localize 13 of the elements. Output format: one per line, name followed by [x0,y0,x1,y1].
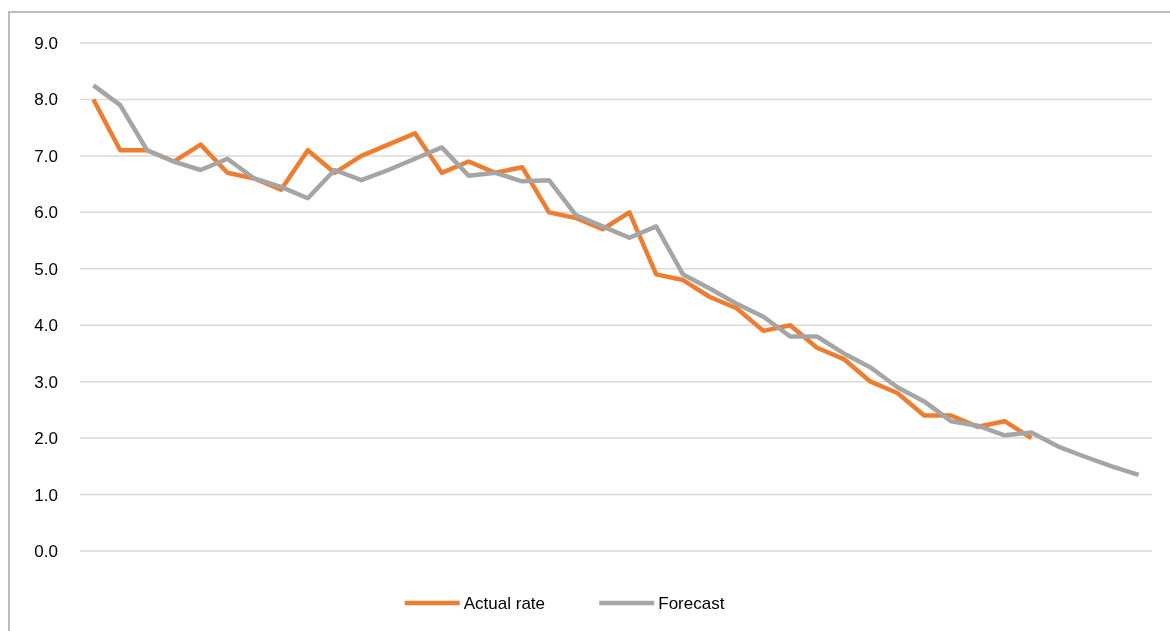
y-tick-label: 2.0 [34,429,58,449]
y-tick-label: 8.0 [34,90,58,110]
y-tick-label: 9.0 [34,33,58,53]
y-tick-label: 0.0 [34,541,58,561]
y-tick-label: 1.0 [34,485,58,505]
line-series [91,83,1141,478]
y-tick-label: 6.0 [34,203,58,223]
y-tick-label: 7.0 [34,146,58,166]
legend-label: Actual rate [463,593,546,613]
y-tick-label: 3.0 [34,372,58,392]
y-tick-label: 5.0 [34,259,58,279]
legend-label: Forecast [658,593,725,613]
y-tick-label: 4.0 [34,316,58,336]
